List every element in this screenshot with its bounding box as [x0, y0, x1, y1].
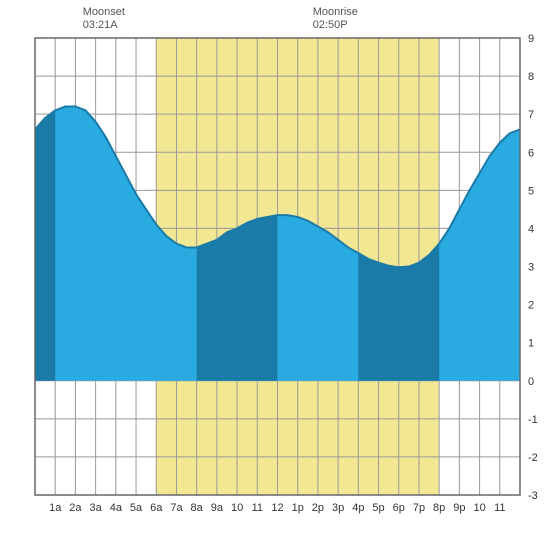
svg-text:-2: -2 [528, 452, 538, 464]
svg-text:7p: 7p [413, 502, 425, 514]
moonset-label: Moonset 03:21A [83, 6, 125, 32]
svg-text:1: 1 [528, 338, 534, 350]
svg-text:2: 2 [528, 300, 534, 312]
svg-text:9p: 9p [453, 502, 465, 514]
svg-text:1a: 1a [49, 502, 62, 514]
svg-text:6p: 6p [393, 502, 405, 514]
svg-text:5p: 5p [372, 502, 384, 514]
svg-text:11: 11 [494, 502, 505, 514]
svg-text:10: 10 [473, 502, 485, 514]
svg-text:4: 4 [528, 223, 534, 235]
svg-text:7a: 7a [170, 502, 183, 514]
svg-text:1p: 1p [292, 502, 304, 514]
svg-text:9a: 9a [211, 502, 224, 514]
moonrise-title: Moonrise [313, 6, 358, 18]
svg-text:8a: 8a [191, 502, 204, 514]
svg-text:8p: 8p [433, 502, 445, 514]
tide-chart: Moonset 03:21A Moonrise 02:50P -3-2-1012… [0, 0, 550, 550]
svg-text:4p: 4p [352, 502, 364, 514]
svg-text:12: 12 [271, 502, 283, 514]
svg-text:2p: 2p [312, 502, 324, 514]
svg-text:4a: 4a [110, 502, 123, 514]
moonset-title: Moonset [83, 6, 125, 18]
svg-text:-1: -1 [528, 414, 538, 426]
svg-text:5: 5 [528, 185, 534, 197]
svg-text:6a: 6a [150, 502, 163, 514]
svg-text:7: 7 [528, 109, 534, 121]
svg-text:-3: -3 [528, 490, 538, 502]
moonrise-time: 02:50P [313, 19, 348, 31]
moonset-time: 03:21A [83, 19, 118, 31]
svg-text:3p: 3p [332, 502, 344, 514]
svg-text:3: 3 [528, 262, 534, 274]
svg-text:0: 0 [528, 376, 534, 388]
svg-text:6: 6 [528, 147, 534, 159]
svg-text:11: 11 [252, 502, 263, 514]
svg-text:2a: 2a [69, 502, 82, 514]
svg-text:8: 8 [528, 71, 534, 83]
moonrise-label: Moonrise 02:50P [313, 6, 358, 32]
svg-text:10: 10 [231, 502, 243, 514]
svg-text:9: 9 [528, 33, 534, 45]
svg-text:3a: 3a [90, 502, 103, 514]
svg-text:5a: 5a [130, 502, 143, 514]
chart-svg: -3-2-101234567891a2a3a4a5a6a7a8a9a101112… [0, 0, 550, 550]
